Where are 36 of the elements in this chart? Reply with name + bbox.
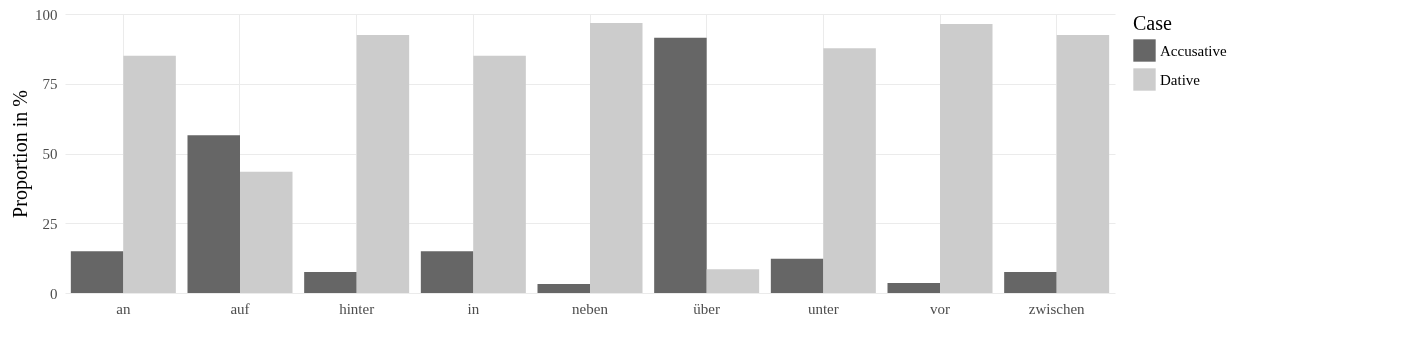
x-tick-label: unter [807,300,839,317]
bar [940,24,993,293]
bar [590,22,643,293]
bar [187,135,240,293]
legend-title: Case [1133,12,1172,34]
bar [654,37,707,293]
x-tick-label: neben [572,300,609,317]
y-tick-label: 50 [42,146,58,162]
y-tick-label: 100 [35,6,58,23]
bar [356,34,410,293]
bar [123,55,176,293]
legend-label: Dative [1160,71,1201,88]
y-tick-label: 0 [50,285,58,302]
x-tick-label: in [467,300,480,317]
x-tick-label: vor [930,300,950,317]
bar [304,272,357,293]
bar [770,258,824,293]
x-tick-label: zwischen [1028,300,1086,317]
bar [1056,34,1110,293]
bar [1004,272,1057,293]
x-tick-label: über [693,300,720,317]
bar [420,251,474,293]
x-tick-label: auf [230,300,250,317]
x-tick-label: hinter [339,300,375,317]
y-tick-label: 25 [42,215,58,232]
legend-label: Accusative [1160,42,1227,59]
bar [70,251,124,293]
bar [240,171,293,293]
y-axis-title: Proportion in % [9,90,32,218]
y-tick-label: 75 [42,76,58,93]
bar [473,55,526,293]
x-tick-label: an [116,300,131,317]
bar [706,269,760,293]
bar [887,282,940,293]
bar [537,284,590,293]
bar [823,48,876,293]
